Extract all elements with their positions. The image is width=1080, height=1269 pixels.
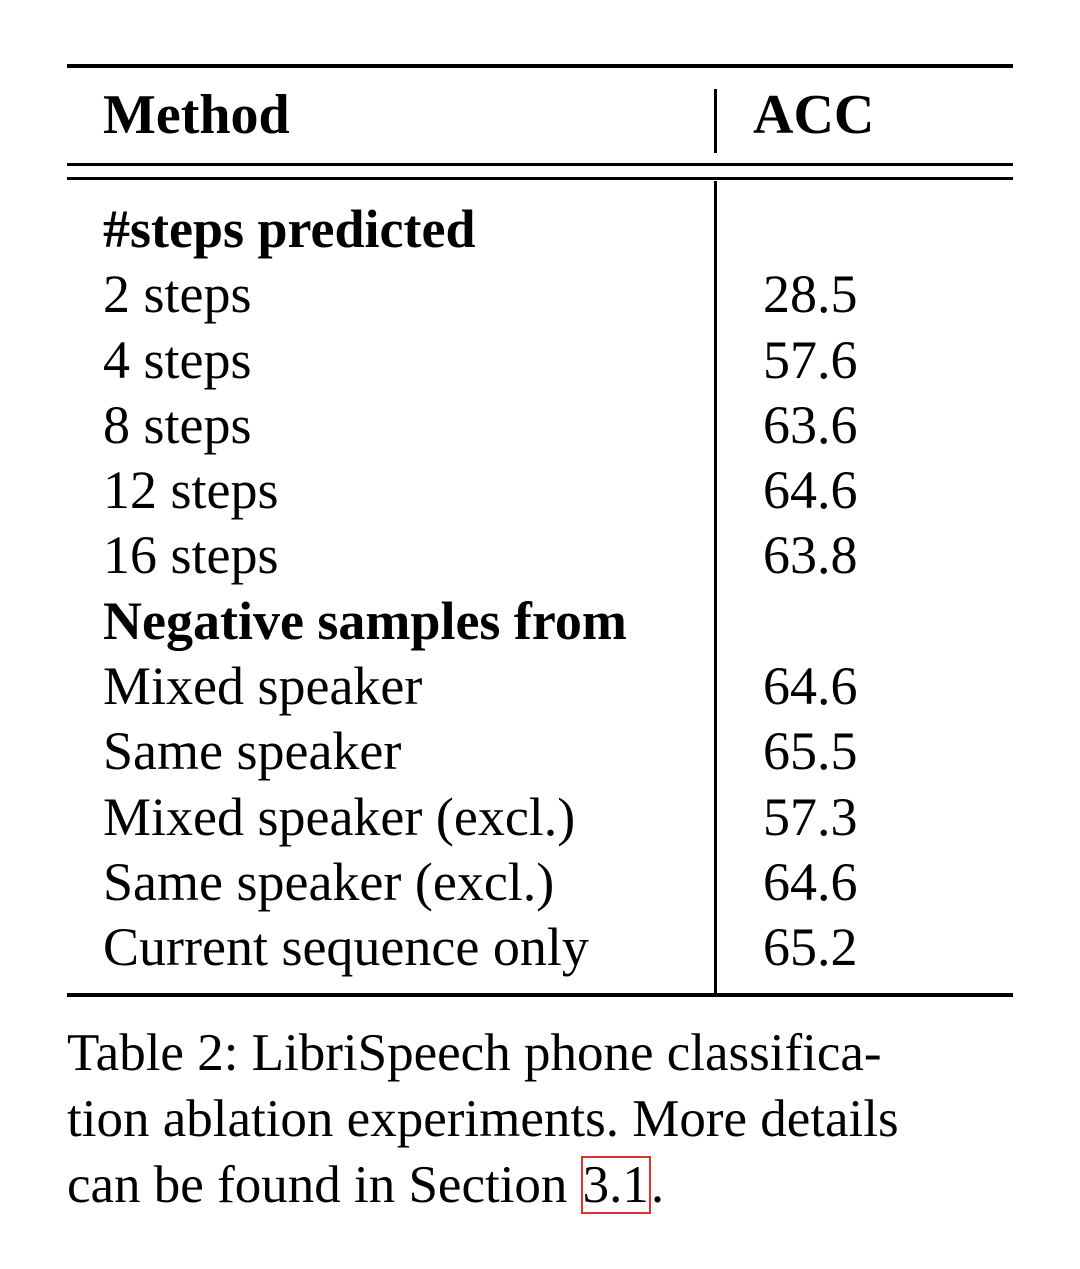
- top-rule: [67, 64, 1013, 68]
- table-row: 8 steps 63.6: [67, 393, 1013, 458]
- section-label: #steps predicted: [103, 199, 476, 259]
- acc-cell: 63.8: [763, 525, 858, 586]
- caption-line-2: tion ablation experiments. More details: [67, 1090, 899, 1148]
- caption-line-3-prefix: can be found in Section: [67, 1156, 581, 1214]
- method-cell: Same speaker (excl.): [103, 851, 555, 912]
- column-divider: [714, 89, 717, 153]
- section-header-row: Negative samples from: [67, 589, 1013, 654]
- acc-cell: 64.6: [763, 851, 858, 912]
- section-header-row: #steps predicted: [67, 197, 1013, 262]
- bottom-rule: [67, 992, 1013, 997]
- table-row: Current sequence only 65.2: [67, 915, 1013, 980]
- header-method: Method: [103, 84, 290, 146]
- header-double-rule: [67, 163, 1013, 181]
- method-cell: 12 steps: [103, 460, 279, 521]
- method-cell: 4 steps: [103, 329, 252, 390]
- table-row: 12 steps 64.6: [67, 458, 1013, 523]
- section-label: Negative samples from: [103, 590, 627, 651]
- table-row: Same speaker 65.5: [67, 719, 1013, 784]
- table-row: Same speaker (excl.) 64.6: [67, 850, 1013, 915]
- acc-cell: 63.6: [763, 394, 858, 455]
- table-body: #steps predicted 2 steps 28.5 4 steps 57.6 8 …: [67, 181, 1013, 993]
- acc-cell: 28.5: [763, 264, 858, 325]
- table-row: 4 steps 57.6: [67, 328, 1013, 393]
- table-row: Mixed speaker (excl.) 57.3: [67, 785, 1013, 850]
- method-cell: Current sequence only: [103, 917, 589, 978]
- acc-cell: 65.5: [763, 721, 858, 782]
- method-cell: Mixed speaker: [103, 656, 423, 717]
- header-acc: ACC: [753, 84, 875, 146]
- section-reference-link[interactable]: 3.1: [580, 1156, 651, 1214]
- table-row: 2 steps 28.5: [67, 262, 1013, 327]
- acc-cell: 64.6: [763, 460, 858, 521]
- caption-line-3-suffix: .: [650, 1156, 665, 1214]
- acc-cell: 57.6: [763, 329, 858, 390]
- table-row: 16 steps 63.8: [67, 523, 1013, 588]
- method-cell: 16 steps: [103, 525, 279, 586]
- column-divider: [714, 181, 717, 993]
- method-cell: Mixed speaker (excl.): [103, 786, 576, 847]
- method-cell: 2 steps: [103, 264, 252, 325]
- method-cell: 8 steps: [103, 394, 252, 455]
- table-row: Mixed speaker 64.6: [67, 654, 1013, 719]
- caption-line-1: Table 2: LibriSpeech phone classifica-: [67, 1024, 882, 1082]
- table-header: Method ACC: [67, 68, 1013, 163]
- method-cell: Same speaker: [103, 721, 402, 782]
- results-table: Method ACC #steps predicted 2 steps 28.5 4 …: [67, 64, 1013, 997]
- acc-cell: 64.6: [763, 656, 858, 717]
- acc-cell: 65.2: [763, 917, 858, 978]
- table-caption: Table 2: LibriSpeech phone classifica- t…: [67, 1020, 1017, 1218]
- acc-cell: 57.3: [763, 786, 858, 847]
